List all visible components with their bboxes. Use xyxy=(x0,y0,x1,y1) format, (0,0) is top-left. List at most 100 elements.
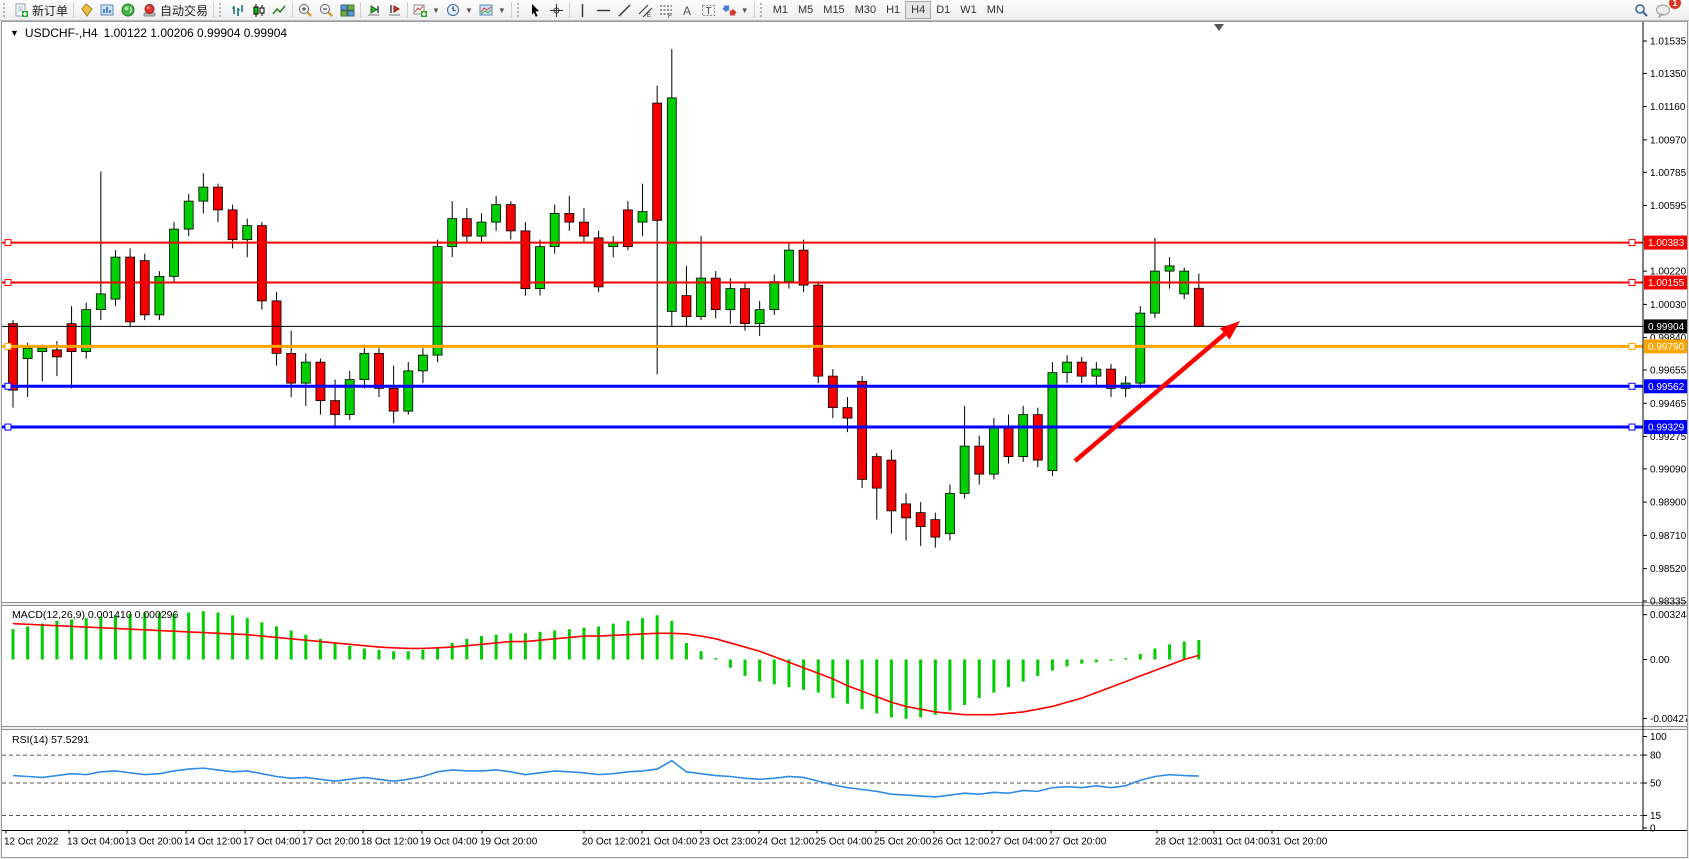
candle-body xyxy=(564,212,575,223)
profile-button[interactable] xyxy=(76,1,97,19)
chevron-down-icon[interactable]: ▼ xyxy=(740,5,749,15)
chart-shift-marker[interactable] xyxy=(1214,24,1224,31)
horizontal-line-button[interactable] xyxy=(593,1,614,19)
macd-axis-label: 0.003248 xyxy=(1650,610,1687,621)
line-anchor[interactable] xyxy=(4,239,12,247)
candlestick-chart-button[interactable] xyxy=(248,1,269,19)
candle-body xyxy=(388,387,399,412)
candle-body xyxy=(37,347,48,353)
auto-scroll-icon xyxy=(368,4,380,15)
line-anchor[interactable] xyxy=(4,279,12,286)
candle-body xyxy=(959,445,970,494)
candle-body xyxy=(227,209,238,241)
candle-body xyxy=(988,426,999,475)
line-anchor[interactable] xyxy=(4,342,12,350)
candle-body xyxy=(827,375,838,409)
trend-arrow-shaft[interactable] xyxy=(1073,332,1227,463)
toolbar-separator xyxy=(213,2,215,18)
line-anchor[interactable] xyxy=(4,423,12,431)
timeframe-d1[interactable]: D1 xyxy=(936,4,951,16)
price-tag xyxy=(1644,319,1687,334)
chart-menu-arrow-icon[interactable]: ▼ xyxy=(10,28,19,38)
auto-scroll-button[interactable] xyxy=(363,1,384,19)
time-tick-label: 13 Oct 04:00 xyxy=(67,837,125,848)
line-anchor[interactable] xyxy=(1628,279,1636,286)
candle-body xyxy=(169,228,179,277)
indicators-icon xyxy=(413,4,428,17)
time-tick-label: 31 Oct 04:00 xyxy=(1212,837,1270,848)
toolbar-drag-handle[interactable] xyxy=(3,3,8,17)
panel-separator[interactable] xyxy=(2,602,1687,606)
price-tag-label: 0.99329 xyxy=(1648,423,1685,434)
indicators-button[interactable]: ▼ xyxy=(410,1,443,19)
toolbar-separator xyxy=(510,2,512,18)
timeframe-m1[interactable]: M1 xyxy=(772,4,788,16)
templates-button[interactable]: ▼ xyxy=(476,1,509,19)
zoom-out-button[interactable] xyxy=(316,1,337,19)
price-tag xyxy=(1644,420,1687,435)
market-watch-button[interactable] xyxy=(97,1,118,19)
tile-windows-button[interactable] xyxy=(337,1,358,19)
line-anchor[interactable] xyxy=(4,382,12,390)
text-button[interactable]: A xyxy=(677,1,698,19)
crosshair-icon xyxy=(549,3,563,17)
cursor-icon xyxy=(531,3,539,17)
timeframe-mn[interactable]: MN xyxy=(986,4,1004,16)
zoom-out-icon xyxy=(320,3,333,17)
search-button[interactable] xyxy=(1631,1,1652,19)
candle-body xyxy=(81,309,92,353)
fibonacci-button[interactable]: F xyxy=(656,1,677,19)
horizontal-lines: 1.00383 1.00155 0.99904 0.99790 0.99562 0.993… xyxy=(2,235,1687,435)
candle-body xyxy=(974,445,985,475)
line-chart-button[interactable] xyxy=(269,1,290,19)
rsi-axis-label: 15 xyxy=(1650,811,1662,822)
timeframe-m15[interactable]: M15 xyxy=(823,4,845,16)
timeframe-w1[interactable]: W1 xyxy=(960,4,977,16)
price-tick-label: 0.99090 xyxy=(1650,464,1687,475)
market-watch-icon xyxy=(100,4,114,15)
line-anchor[interactable] xyxy=(1628,382,1636,390)
periods-button[interactable]: ▼ xyxy=(443,1,476,19)
timeframe-m5[interactable]: M5 xyxy=(798,4,814,16)
vertical-line-button[interactable] xyxy=(572,1,593,19)
candle-body xyxy=(432,246,443,356)
channel-button[interactable]: E xyxy=(635,1,656,19)
zoom-in-button[interactable] xyxy=(295,1,316,19)
new-order-button[interactable]: 新订单 xyxy=(11,1,71,19)
candle-body xyxy=(652,102,663,221)
line-anchor[interactable] xyxy=(1628,342,1636,350)
price-tag xyxy=(1644,275,1687,290)
trendline-button[interactable] xyxy=(614,1,635,19)
bar-chart-button[interactable] xyxy=(227,1,248,19)
navigator-button[interactable] xyxy=(118,1,139,19)
candle-body xyxy=(535,246,545,290)
chevron-down-icon[interactable]: ▼ xyxy=(432,5,440,15)
timeframe-m30[interactable]: M30 xyxy=(854,4,877,16)
chevron-down-icon[interactable]: ▼ xyxy=(464,5,473,15)
panel-separator[interactable] xyxy=(2,726,1687,730)
toolbar-drag-handle[interactable] xyxy=(219,3,224,17)
timeframe-h4[interactable]: H4 xyxy=(905,1,932,19)
chevron-down-icon[interactable]: ▼ xyxy=(497,5,506,15)
notifications-button[interactable]: 1 xyxy=(1652,0,1681,19)
timeframe-group: M1 M5 M15 M30 H1 H4 D1 W1 MN xyxy=(768,1,1009,19)
trend-arrow-head[interactable] xyxy=(1219,321,1240,340)
candle-body xyxy=(520,230,531,290)
auto-trading-button[interactable]: 自动交易 xyxy=(139,1,211,19)
time-tick-label: 13 Oct 20:00 xyxy=(125,837,183,848)
timeframe-h1[interactable]: H1 xyxy=(886,4,901,16)
candle-body xyxy=(300,361,311,384)
svg-text:A: A xyxy=(683,4,691,18)
crosshair-button[interactable] xyxy=(546,1,567,19)
chart-title: ▼ USDCHF-,H4 1.00122 1.00206 0.99904 0.9… xyxy=(10,26,287,40)
price-chart[interactable]: 1.01535 1.01350 1.01160 1.00970 1.00785 1.005… xyxy=(2,22,1687,857)
toolbar-drag-handle[interactable] xyxy=(516,3,522,17)
text-label-button[interactable]: T xyxy=(698,1,719,19)
line-anchor[interactable] xyxy=(1628,423,1636,431)
chart-shift-button[interactable] xyxy=(384,1,405,19)
arrows-button[interactable]: ▼ xyxy=(719,1,752,19)
toolbar-drag-handle[interactable] xyxy=(759,3,765,17)
cursor-button[interactable] xyxy=(525,1,546,19)
line-anchor[interactable] xyxy=(1628,239,1636,247)
candle-body xyxy=(461,218,472,237)
